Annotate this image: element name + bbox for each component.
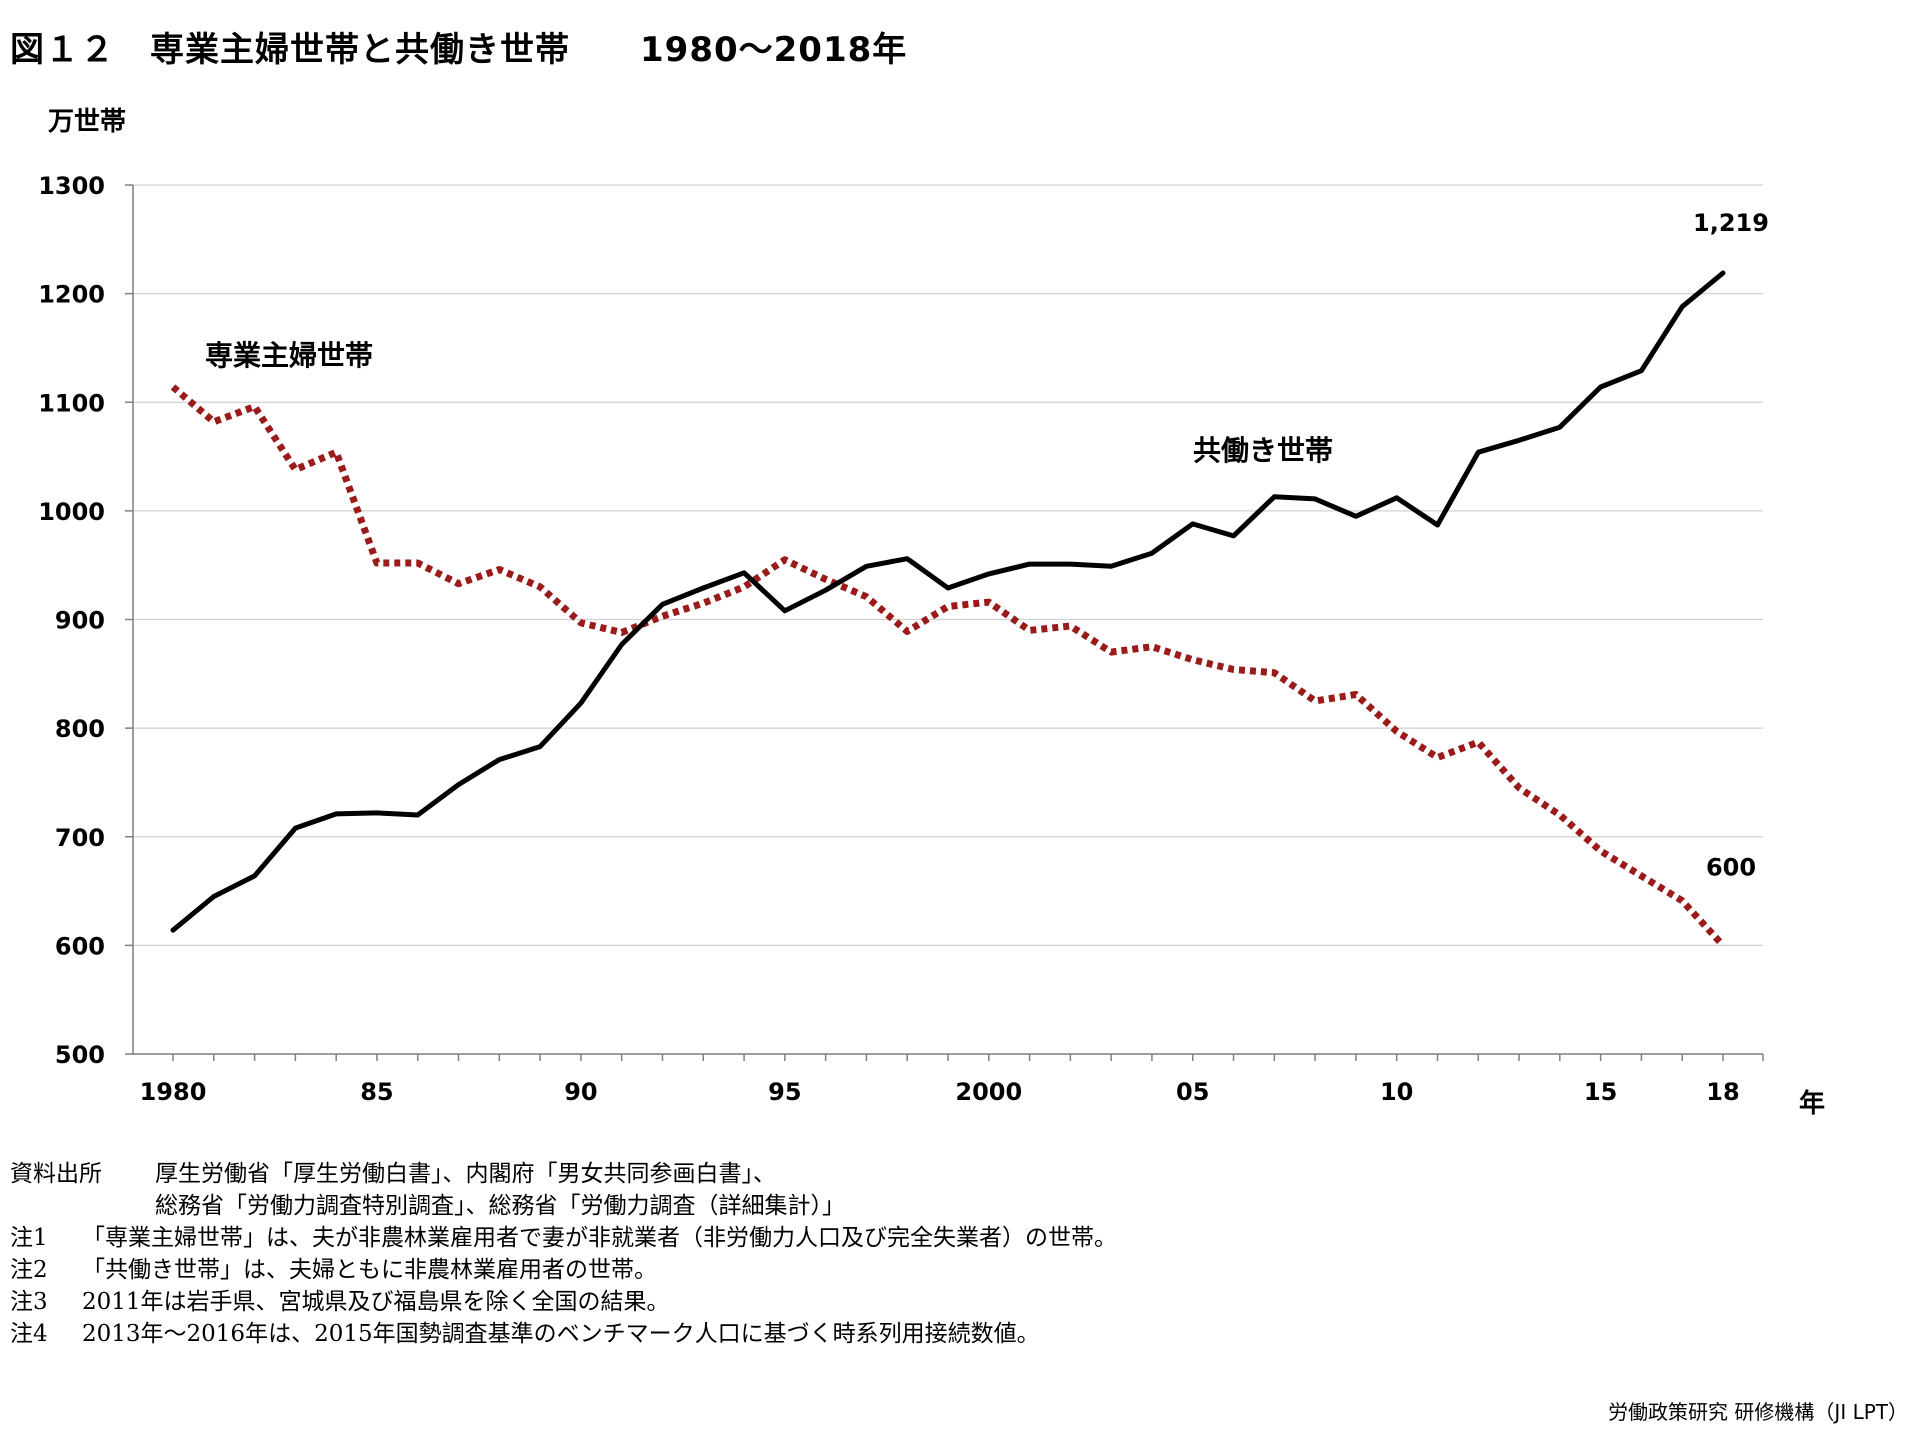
series-lines xyxy=(170,270,1726,948)
chart-title: 図１２ 専業主婦世帯と共働き世帯 1980～2018年 xyxy=(10,30,908,70)
source-line-1: 資料出所 厚生労働省「厚生労働白書」、内閣府「男女共同参画白書」、 xyxy=(10,1158,1117,1190)
y-tick-label: 1300 xyxy=(38,172,105,200)
note-1: 注1 「専業主婦世帯」は、夫が非農林業雇用者で妻が非就業者（非労働力人口及び完全失… xyxy=(10,1222,1117,1254)
source-line-2: 総務省「労働力調査特別調査」、総務省「労働力調査（詳細集計）」 xyxy=(10,1190,1117,1222)
source-text-1: 厚生労働省「厚生労働白書」、内閣府「男女共同参画白書」、 xyxy=(155,1161,776,1187)
axes: 500 600 700 800 900 1000 1100 1200 1300 1980 85 90 9… xyxy=(38,172,1764,1106)
x-tick-label: 95 xyxy=(768,1078,801,1106)
chart-labels: 万世帯 年 専業主婦世帯 共働き世帯 600 1,219 xyxy=(48,107,1825,1119)
x-tick-label: 10 xyxy=(1380,1078,1413,1106)
note-text: 2011年は岩手県、宮城県及び福島県を除く全国の結果。 xyxy=(82,1289,670,1315)
x-tick-label: 1980 xyxy=(140,1078,207,1106)
y-tick-label: 900 xyxy=(55,607,105,635)
x-tick-label: 18 xyxy=(1706,1078,1739,1106)
y-tick-label: 1100 xyxy=(38,389,105,417)
note-text: 「共働き世帯」は、夫婦ともに非農林業雇用者の世帯。 xyxy=(82,1257,657,1283)
series-line-dual-income xyxy=(170,270,1726,933)
note-3: 注3 2011年は岩手県、宮城県及び福島県を除く全国の結果。 xyxy=(10,1286,1117,1318)
end-value-label-dual-income: 1,219 xyxy=(1693,209,1769,237)
note-label: 注1 xyxy=(10,1225,48,1251)
credit-text: 労働政策研究 研修機構（JI LPT） xyxy=(1608,1400,1908,1424)
source-text-2: 総務省「労働力調査特別調査」、総務省「労働力調査（詳細集計）」 xyxy=(155,1193,845,1219)
note-4: 注4 2013年～2016年は、2015年国勢調査基準のベンチマーク人口に基づく時… xyxy=(10,1318,1117,1350)
source-label: 資料出所 xyxy=(10,1161,102,1187)
y-tick-label: 600 xyxy=(55,932,105,960)
note-text: 2013年～2016年は、2015年国勢調査基準のベンチマーク人口に基づく時系列… xyxy=(82,1321,1040,1347)
x-tick-label: 85 xyxy=(360,1078,393,1106)
x-tick-label: 15 xyxy=(1584,1078,1617,1106)
x-tick-label: 05 xyxy=(1176,1078,1209,1106)
line-chart: 500 600 700 800 900 1000 1100 1200 1300 1980 85 90 9… xyxy=(38,107,1825,1119)
note-label: 注2 xyxy=(10,1257,48,1283)
y-tick-label: 1000 xyxy=(38,498,105,526)
grid-lines xyxy=(133,184,1763,946)
series-label-housewife: 専業主婦世帯 xyxy=(205,339,373,372)
note-2: 注2 「共働き世帯」は、夫婦ともに非農林業雇用者の世帯。 xyxy=(10,1254,1117,1286)
series-line-housewife xyxy=(170,384,1726,948)
notes-section: 資料出所 厚生労働省「厚生労働白書」、内閣府「男女共同参画白書」、 総務省「労働力… xyxy=(10,1158,1117,1350)
y-tick-label: 700 xyxy=(55,824,105,852)
y-tick-label: 500 xyxy=(55,1041,105,1069)
end-value-label-housewife: 600 xyxy=(1706,853,1756,881)
note-label: 注4 xyxy=(10,1321,48,1347)
y-tick-label: 1200 xyxy=(38,281,105,309)
x-tick-label: 90 xyxy=(564,1078,597,1106)
y-axis-title: 万世帯 xyxy=(48,107,126,137)
note-text: 「専業主婦世帯」は、夫が非農林業雇用者で妻が非就業者（非労働力人口及び完全失業者… xyxy=(82,1225,1117,1251)
x-tick-label: 2000 xyxy=(955,1078,1022,1106)
series-label-dual-income: 共働き世帯 xyxy=(1193,434,1333,467)
x-axis-title: 年 xyxy=(1799,1088,1825,1119)
y-tick-label: 800 xyxy=(55,715,105,743)
note-label: 注3 xyxy=(10,1289,48,1315)
